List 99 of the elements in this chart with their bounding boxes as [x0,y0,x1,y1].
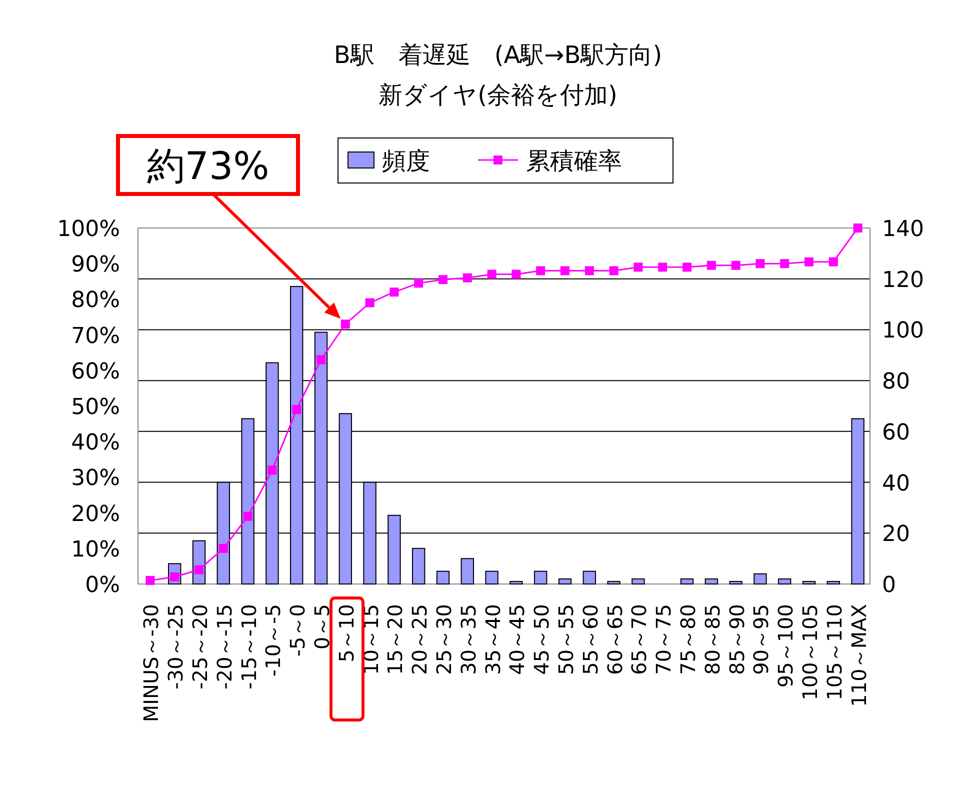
x-tick-label: 15～20 [383,604,408,675]
y2-tick-label: 140 [882,217,924,242]
y-tick-label: 70% [71,324,120,349]
bar [704,578,718,584]
x-tick-label: 45～50 [530,604,554,675]
legend-label: 累積確率 [526,147,622,175]
point [756,259,765,268]
x-tick-label: -25～-20 [188,604,212,690]
x-tick-label: -15～-10 [236,604,261,690]
y-tick-label: 30% [71,466,120,492]
x-tick-label: 90～95 [749,604,774,675]
x-tick-label: 105～110 [822,604,846,700]
x-tick-label: 0～5 [310,604,334,650]
y-tick-label: 60% [71,359,120,384]
point [340,320,350,329]
point [194,565,204,574]
bar [460,558,474,584]
bar [534,570,548,584]
point [146,576,155,585]
y2-tick-label: 20 [882,522,910,548]
x-tick-label: MINUS～-30 [139,604,164,722]
point [316,355,326,364]
point [218,544,228,553]
y-tick-label: 80% [71,288,120,314]
y-tick-label: 100% [57,217,120,242]
bar [754,573,767,584]
bar [510,580,523,584]
point [268,466,277,475]
x-tick-label: 40～45 [505,604,530,675]
point [536,266,546,276]
y-tick-label: 20% [71,502,120,527]
bar [436,570,450,584]
y-tick-label: 10% [71,537,120,562]
point [731,260,740,270]
bar [582,570,596,584]
y2-tick-label: 120 [882,268,924,293]
bar [485,570,498,584]
point [706,260,716,270]
x-tick-label: -10～-5 [261,604,286,677]
x-tick-label: 25～30 [432,604,456,675]
x-tick-label: 75～80 [676,604,700,675]
y-tick-label: 0% [85,573,120,598]
bar [412,548,426,584]
x-tick-label: 30～35 [456,604,480,675]
x-tick-label: 65～70 [627,604,652,675]
bar [729,580,742,584]
y-tick-label: 90% [71,252,120,278]
y2-tick-label: 80 [882,370,910,395]
point [804,257,814,266]
y2-tick-label: 100 [882,318,924,344]
y2-tick-label: 60 [882,420,910,446]
point [584,266,594,276]
y-tick-label: 40% [71,430,120,456]
bar [558,578,572,584]
point [438,275,448,284]
point [560,266,570,276]
bar [778,578,792,584]
point [243,512,252,521]
x-tick-label: 80～85 [700,604,724,675]
point [609,266,618,276]
bar [680,578,694,584]
bar [826,580,840,584]
point [365,298,374,308]
bar [607,580,620,584]
point [512,270,521,279]
x-tick-label: 100～105 [798,604,822,700]
point [292,405,302,414]
legend-label: 頻度 [382,147,430,175]
point [828,257,838,266]
point [853,224,862,232]
point [414,278,424,288]
point [780,259,790,268]
x-tick-label: -20～-15 [212,604,236,690]
bar [632,578,645,584]
x-tick-label: 35～40 [480,604,505,675]
point [682,262,692,272]
x-tick-label: 55～60 [578,604,602,675]
x-tick-label: 70～75 [652,604,676,675]
x-tick-label: 85～90 [724,604,749,675]
x-tick-label: -5～0 [286,604,310,657]
point [658,262,668,272]
x-tick-label: 60～65 [602,604,627,675]
y2-tick-label: 0 [882,573,896,598]
x-tick-label: 50～55 [554,604,578,675]
x-tick-label: 110～MAX [846,604,871,707]
point [634,262,643,272]
x-tick-label: -30～-25 [164,604,188,690]
y-tick-label: 50% [71,395,120,420]
x-tick-label: 95～100 [774,604,798,688]
text: 約73% [146,144,270,188]
x-tick-label: 20～25 [408,604,432,675]
chart-title: B駅 着遅延 (A駅→B駅方向) [334,41,662,69]
x-tick-label: 5～10 [334,604,358,662]
bar [802,580,816,584]
point [487,270,496,279]
point [390,288,399,297]
point [462,273,472,282]
y2-tick-label: 40 [882,471,910,496]
chart-subtitle: 新ダイヤ(余裕を付加) [378,81,618,109]
